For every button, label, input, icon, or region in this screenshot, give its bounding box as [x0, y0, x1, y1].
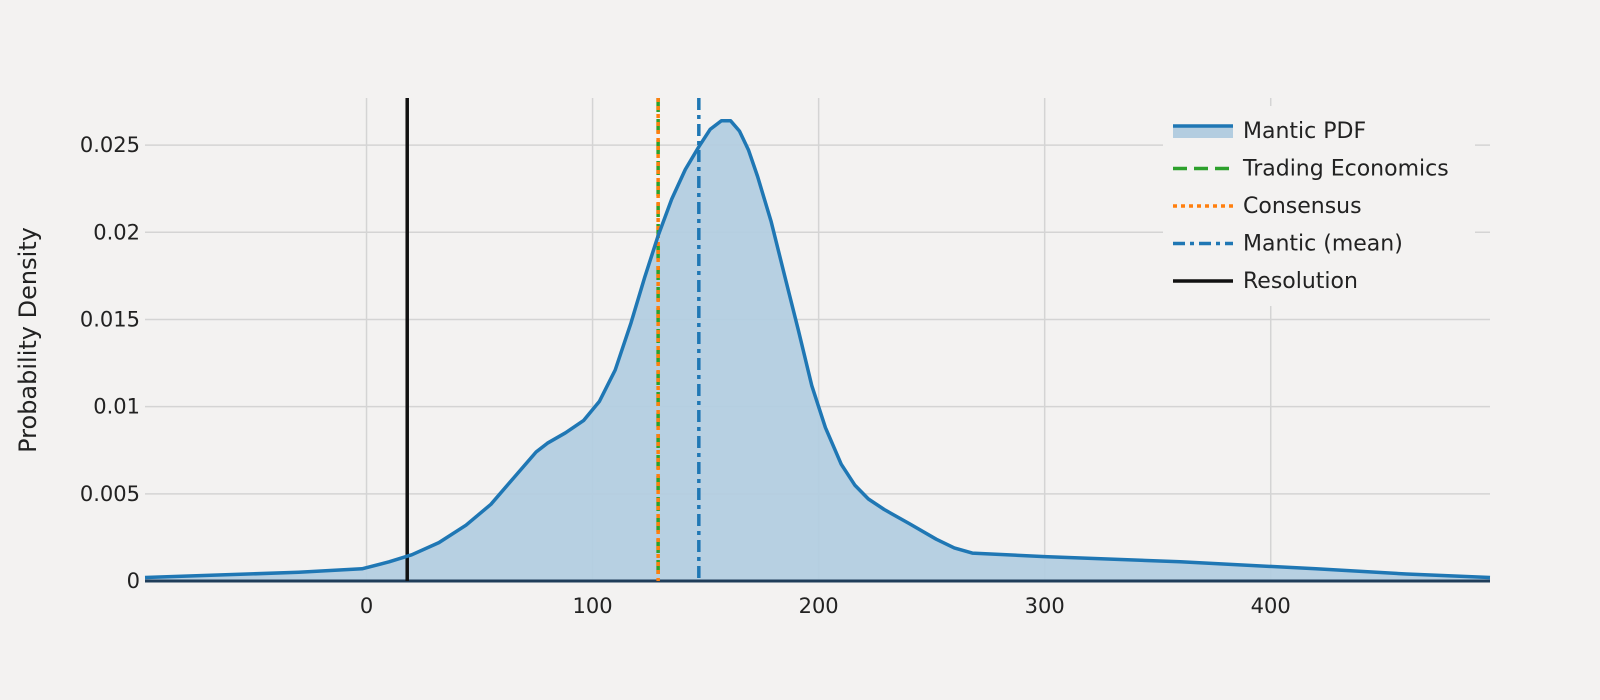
x-tick-label: 400 — [1251, 594, 1291, 618]
legend-label: Consensus — [1243, 194, 1362, 219]
pdf-line — [144, 118, 1491, 580]
y-tick-label: 0.02 — [93, 220, 140, 244]
x-tick-label: 300 — [1025, 594, 1065, 618]
y-tick-label: 0.005 — [80, 482, 140, 506]
legend-label: Trading Economics — [1242, 157, 1449, 182]
legend: Mantic PDF Trading Economics Consensus Mant… — [1163, 106, 1475, 306]
legend-swatch-pdf-fill — [1173, 126, 1233, 138]
legend-label: Mantic PDF — [1243, 119, 1366, 144]
x-tick-label: 0 — [360, 594, 373, 618]
pdf-area — [145, 120, 1490, 581]
x-tick-label: 100 — [573, 594, 613, 618]
x-tick-label: 200 — [799, 594, 839, 618]
legend-label: Mantic (mean) — [1243, 232, 1403, 257]
y-tick-label: 0.025 — [80, 133, 140, 157]
y-tick-label: 0 — [127, 569, 140, 593]
y-tick-label: 0.015 — [80, 307, 140, 331]
y-tick-label: 0.01 — [93, 395, 140, 419]
axis-layer: 0 0.005 0.01 0.015 0.02 0.025 0 100 200 300 400 — [80, 133, 1291, 618]
grid-layer — [145, 98, 1490, 581]
legend-label: Resolution — [1243, 269, 1358, 294]
plot-layer — [144, 98, 1491, 583]
y-axis-label: Probability Density — [14, 227, 42, 453]
